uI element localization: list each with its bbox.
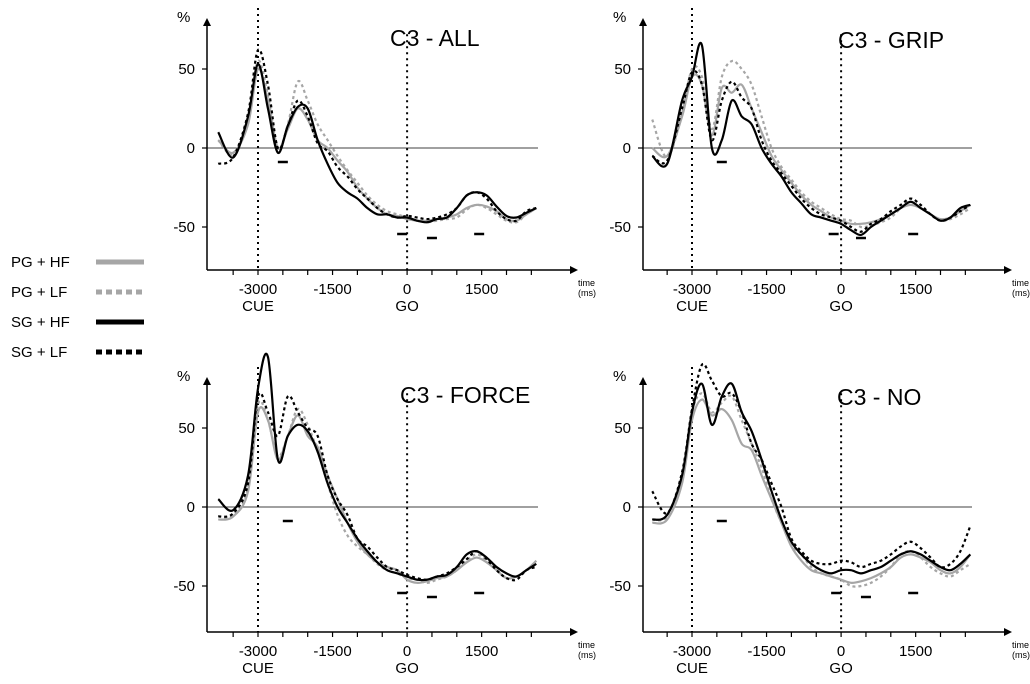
x-axis-unit-time: time [1012,278,1029,288]
x-event-label: CUE [242,660,274,677]
series-line [218,391,537,582]
y-tick-label: -50 [173,578,195,595]
y-tick-label: -50 [609,578,631,595]
x-tick-label: 0 [403,643,411,660]
x-axis-unit-ms: (ms) [578,650,596,660]
y-tick-label: 50 [178,61,195,78]
chart-panel: C3 - NO% time(ms) 50 0 -50 -3000 -1500 0 1500 CUE… [609,362,1030,677]
y-tick-label: 50 [178,420,195,437]
x-tick-label: 0 [837,643,845,660]
x-tick-label: 1500 [465,281,498,298]
y-tick-label: 50 [614,420,631,437]
x-tick-label: 0 [837,281,845,298]
x-tick-label: -3000 [673,643,711,660]
chart-panel: C3 - FORCE% time(ms) 50 0 -50 -3000 -1500 0 1500… [173,352,596,677]
y-axis-unit: % [613,368,626,385]
y-axis-unit: % [177,368,190,385]
x-axis-unit-ms: (ms) [578,288,596,298]
series-line [652,392,971,588]
chart-title: C3 - GRIP [838,27,944,53]
x-tick-label: -3000 [239,281,277,298]
y-tick-label: 0 [187,140,195,157]
x-tick-label: 1500 [899,281,932,298]
legend-label: PG + HF [11,254,70,271]
x-tick-label: -3000 [673,281,711,298]
series-line [218,399,537,584]
series-line [217,63,537,224]
legend-item: SG + LF [11,344,144,361]
series-line [217,352,537,582]
x-tick-label: -3000 [239,643,277,660]
x-event-label: CUE [676,298,708,315]
y-tick-label: 0 [187,499,195,516]
y-axis-unit: % [613,9,626,26]
y-tick-label: 0 [623,499,631,516]
series-line [217,48,537,223]
series-line [651,69,971,233]
y-axis-arrow [203,377,211,385]
legend-item: SG + HF [11,314,144,331]
x-event-label: GO [829,298,852,315]
x-axis-unit-ms: (ms) [1012,650,1030,660]
chart-panel: C3 - ALL% time(ms) 50 0 -50 -3000 -1500 0 1500 CU… [173,8,596,315]
x-axis-unit-time: time [1012,640,1029,650]
x-event-label: CUE [676,660,708,677]
x-axis-arrow [1004,628,1012,636]
x-axis-arrow [570,628,578,636]
y-tick-label: 0 [623,140,631,157]
x-tick-label: 1500 [899,643,932,660]
y-axis-arrow [639,377,647,385]
series-line [651,382,972,575]
series-line [651,59,971,229]
legend-item: PG + LF [11,284,144,301]
x-tick-label: -1500 [747,643,785,660]
legend-label: PG + LF [11,284,67,301]
series-line [651,41,971,237]
chart-title: C3 - NO [837,384,921,410]
legend-label: SG + HF [11,314,70,331]
y-axis-arrow [639,18,647,26]
x-tick-label: -1500 [313,643,351,660]
series-line [652,398,972,584]
x-event-label: GO [829,660,852,677]
chart-title: C3 - FORCE [400,382,530,408]
x-event-label: GO [395,660,418,677]
chart-panel: C3 - GRIP% time(ms) 50 0 -50 -3000 -1500 0 1500 C… [609,8,1030,315]
y-axis-arrow [203,18,211,26]
legend: PG + HF PG + LF SG + HF SG + LF [11,254,144,361]
y-tick-label: -50 [609,219,631,236]
x-axis-unit-ms: (ms) [1012,288,1030,298]
x-axis-arrow [1004,266,1012,274]
y-tick-label: 50 [614,61,631,78]
x-axis-unit-time: time [578,640,595,650]
series-line [651,73,971,226]
x-event-label: GO [395,298,418,315]
legend-label: SG + LF [11,344,67,361]
chart-title: C3 - ALL [390,25,480,51]
x-axis-arrow [570,266,578,274]
x-event-label: CUE [242,298,274,315]
x-tick-label: 1500 [465,643,498,660]
x-axis-unit-time: time [578,278,595,288]
x-tick-label: -1500 [313,281,351,298]
legend-item: PG + HF [11,254,144,271]
y-axis-unit: % [177,9,190,26]
x-tick-label: 0 [403,281,411,298]
x-tick-label: -1500 [747,281,785,298]
y-tick-label: -50 [173,219,195,236]
